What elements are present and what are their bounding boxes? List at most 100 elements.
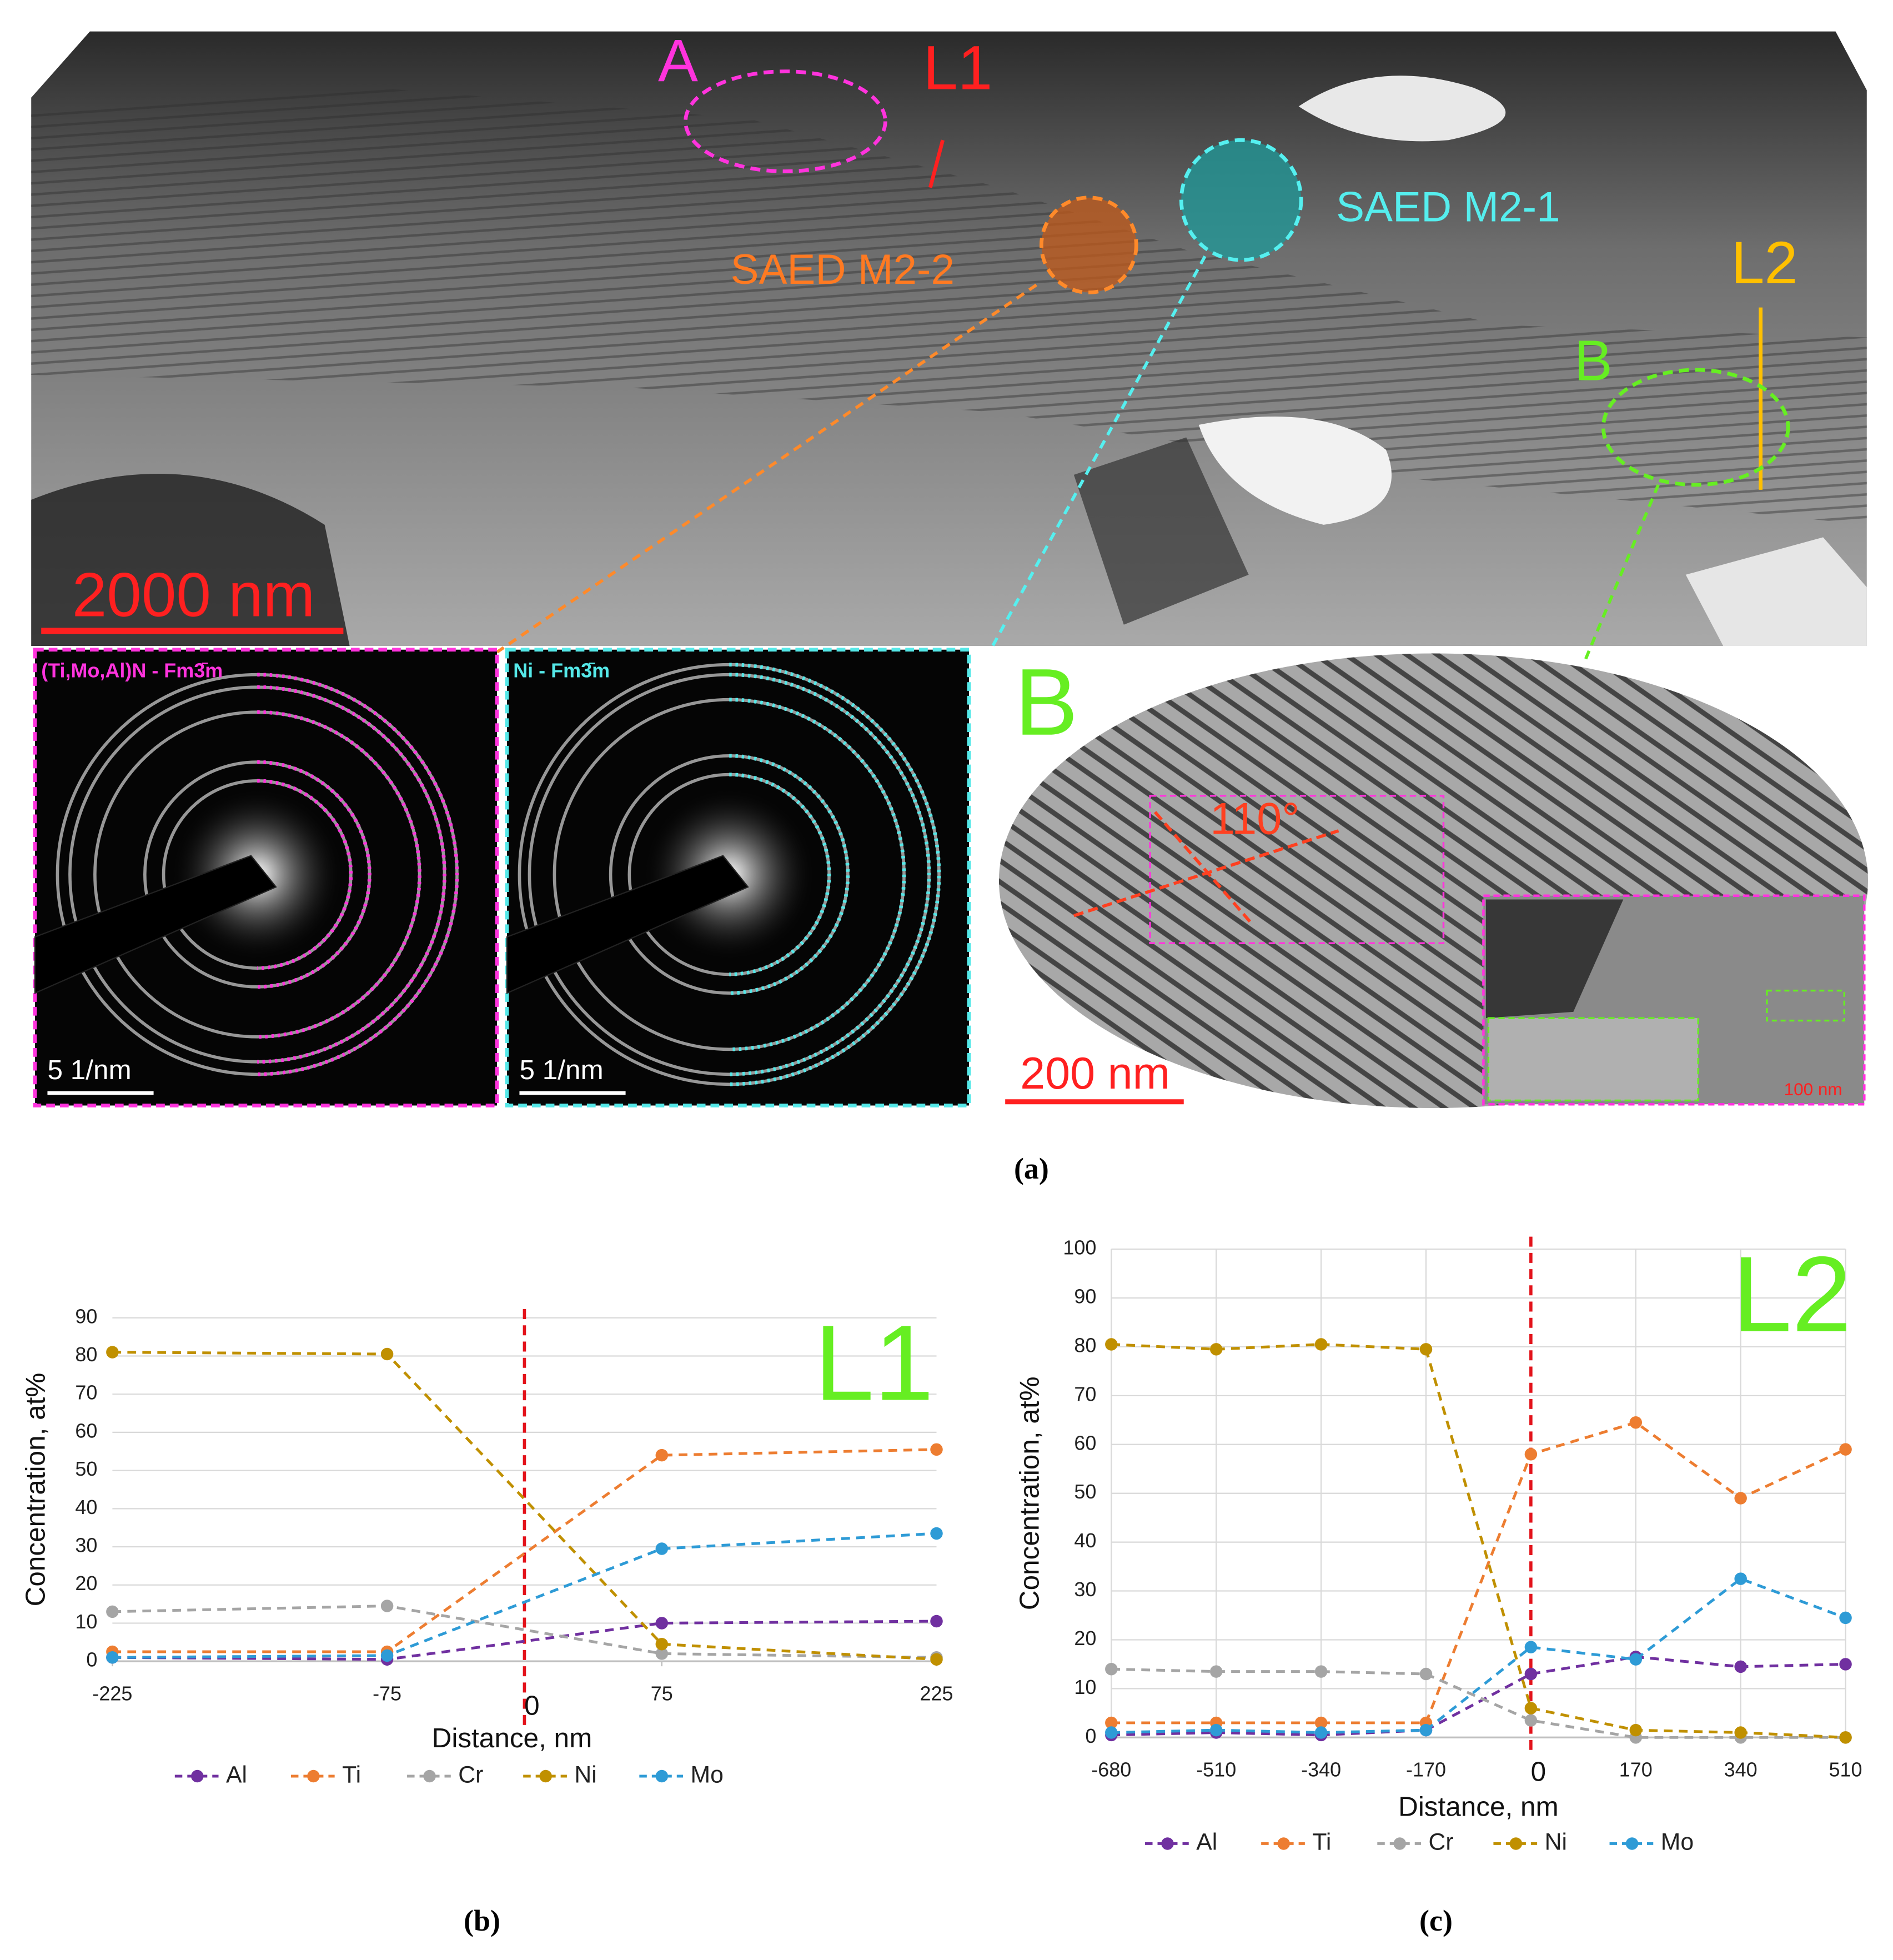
beam-stop <box>506 855 749 994</box>
y-tick-label: 10 <box>1074 1676 1096 1698</box>
data-point <box>1314 1726 1328 1739</box>
data-point <box>1629 1416 1643 1429</box>
data-point <box>1839 1658 1852 1671</box>
region-a-label: A <box>658 27 698 94</box>
y-tick-label: 30 <box>75 1534 97 1557</box>
x-tick-label: -170 <box>1406 1758 1446 1781</box>
legend-label: Al <box>1196 1829 1217 1856</box>
x-tick-label: -510 <box>1196 1758 1236 1781</box>
y-axis-title: Concentration, at% <box>1014 1376 1045 1610</box>
data-point <box>1524 1641 1538 1653</box>
y-tick-label: 10 <box>75 1610 97 1633</box>
x-tick-label: -225 <box>92 1682 132 1705</box>
legend-marker <box>1161 1837 1174 1850</box>
data-point <box>1209 1343 1223 1356</box>
region-b-outline <box>1601 368 1790 487</box>
data-point <box>380 1649 394 1662</box>
data-point <box>380 1600 394 1612</box>
x-tick-label: -340 <box>1301 1758 1341 1781</box>
indexed-ring <box>257 760 371 989</box>
data-point <box>1209 1665 1223 1678</box>
zoom-sub-box <box>1766 989 1845 1022</box>
legend-marker <box>191 1769 204 1783</box>
data-point <box>930 1527 943 1540</box>
data-point <box>106 1346 119 1359</box>
chart-annotation: L1 <box>815 1303 934 1423</box>
line-1-label: L1 <box>923 33 992 103</box>
data-point <box>1105 1662 1118 1676</box>
connector <box>496 283 1037 654</box>
y-tick-label: 40 <box>1074 1529 1096 1552</box>
inset-label: B <box>1015 649 1078 755</box>
series-line <box>112 1351 937 1661</box>
saed-scale-label: 5 1/nm <box>519 1055 603 1085</box>
indexed-ring <box>257 673 459 1076</box>
series-line <box>1111 1667 1846 1739</box>
data-point <box>1105 1716 1118 1730</box>
y-tick-label: 70 <box>75 1381 97 1404</box>
zoom-scale-label: 100 nm <box>1784 1080 1842 1099</box>
data-point <box>1839 1443 1852 1456</box>
data-point <box>930 1653 943 1666</box>
phase-label: Ni - Fm3̄m <box>513 659 610 682</box>
data-point <box>106 1605 119 1618</box>
data-point <box>1419 1343 1433 1356</box>
data-point <box>1524 1714 1538 1727</box>
indexed-ring <box>257 685 446 1064</box>
legend-label: Ni <box>574 1761 596 1788</box>
bright-phase <box>1685 537 1867 646</box>
legend-marker <box>1509 1837 1523 1850</box>
legend-label: Mo <box>691 1761 724 1788</box>
angle-label: 110° <box>1210 794 1299 844</box>
data-point <box>1839 1611 1852 1625</box>
lamellae <box>31 87 1867 525</box>
series-line <box>112 1532 937 1659</box>
indexed-ring <box>257 779 353 970</box>
zoom-sub <box>1487 1017 1699 1102</box>
y-tick-label: 0 <box>1085 1725 1096 1747</box>
series-line <box>112 1620 937 1661</box>
series-line <box>1111 1577 1846 1735</box>
legend-marker <box>1625 1837 1639 1850</box>
series-line <box>1111 1655 1846 1737</box>
y-tick-label: 70 <box>1074 1382 1096 1405</box>
inset-scale-label: 200 nm <box>1020 1049 1170 1099</box>
dark-grain <box>1073 437 1249 625</box>
legend-label: Cr <box>458 1761 483 1788</box>
x-axis-title: Distance, nm <box>432 1723 592 1753</box>
y-axis-title: Concentration, at% <box>21 1373 51 1607</box>
phase-label: (Ti,Mo,Al)N - Fm3̄m <box>41 659 223 682</box>
data-point <box>930 1615 943 1628</box>
legend-marker <box>655 1769 669 1783</box>
data-point <box>655 1637 669 1651</box>
y-tick-label: 90 <box>75 1305 97 1327</box>
series-line <box>112 1605 937 1659</box>
legend-label: Al <box>226 1761 247 1788</box>
legend-label: Ti <box>342 1761 361 1788</box>
data-point <box>655 1542 669 1555</box>
y-tick-label: 50 <box>75 1457 97 1480</box>
data-point <box>1629 1653 1643 1666</box>
data-point <box>106 1651 119 1664</box>
data-point <box>930 1443 943 1456</box>
data-point <box>655 1617 669 1630</box>
data-point <box>655 1647 669 1660</box>
data-point <box>655 1448 669 1462</box>
legend-marker <box>1393 1837 1407 1850</box>
x-tick-label: -75 <box>373 1682 401 1705</box>
chart-annotation: L2 <box>1732 1234 1851 1354</box>
data-point <box>1524 1448 1538 1461</box>
x-tick-label: 340 <box>1724 1758 1758 1781</box>
x-tick-label: 510 <box>1829 1758 1862 1781</box>
data-point <box>1734 1572 1747 1585</box>
data-point <box>1734 1660 1747 1673</box>
legend-marker <box>423 1769 436 1783</box>
x-tick-label: 225 <box>920 1682 953 1705</box>
angle-line <box>1153 811 1254 926</box>
y-tick-label: 80 <box>1074 1334 1096 1356</box>
y-tick-label: 60 <box>75 1419 97 1442</box>
saed-scale-label: 5 1/nm <box>47 1055 131 1085</box>
data-point <box>1629 1723 1643 1737</box>
beam-stop <box>34 855 277 994</box>
legend-marker <box>1277 1837 1290 1850</box>
